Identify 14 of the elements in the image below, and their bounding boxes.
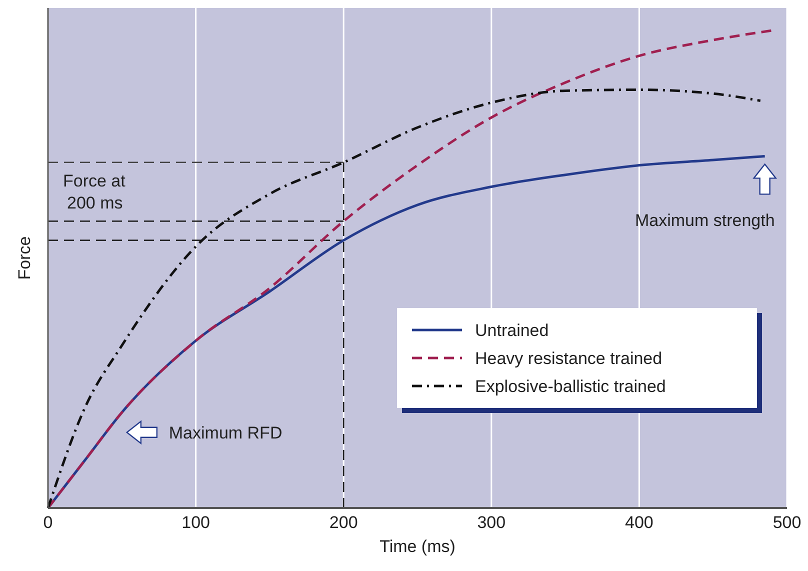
x-tick-label: 400 — [625, 513, 654, 532]
legend-label: Explosive-ballistic trained — [475, 377, 666, 396]
x-tick-label: 0 — [43, 513, 53, 532]
x-tick-label: 100 — [182, 513, 210, 532]
x-tick-label: 500 — [772, 513, 802, 532]
y-axis-title: Force — [15, 236, 34, 280]
annotation: Maximum RFD — [168, 423, 282, 442]
legend-label: Heavy resistance trained — [475, 349, 662, 368]
x-tick-label: 200 — [329, 513, 358, 532]
annotation: Maximum strength — [635, 211, 775, 230]
legend-label: Untrained — [475, 321, 549, 340]
annotation: Force at 200 ms — [63, 171, 126, 212]
x-axis-title: Time (ms) — [380, 537, 456, 556]
x-tick-label: 300 — [477, 513, 506, 532]
